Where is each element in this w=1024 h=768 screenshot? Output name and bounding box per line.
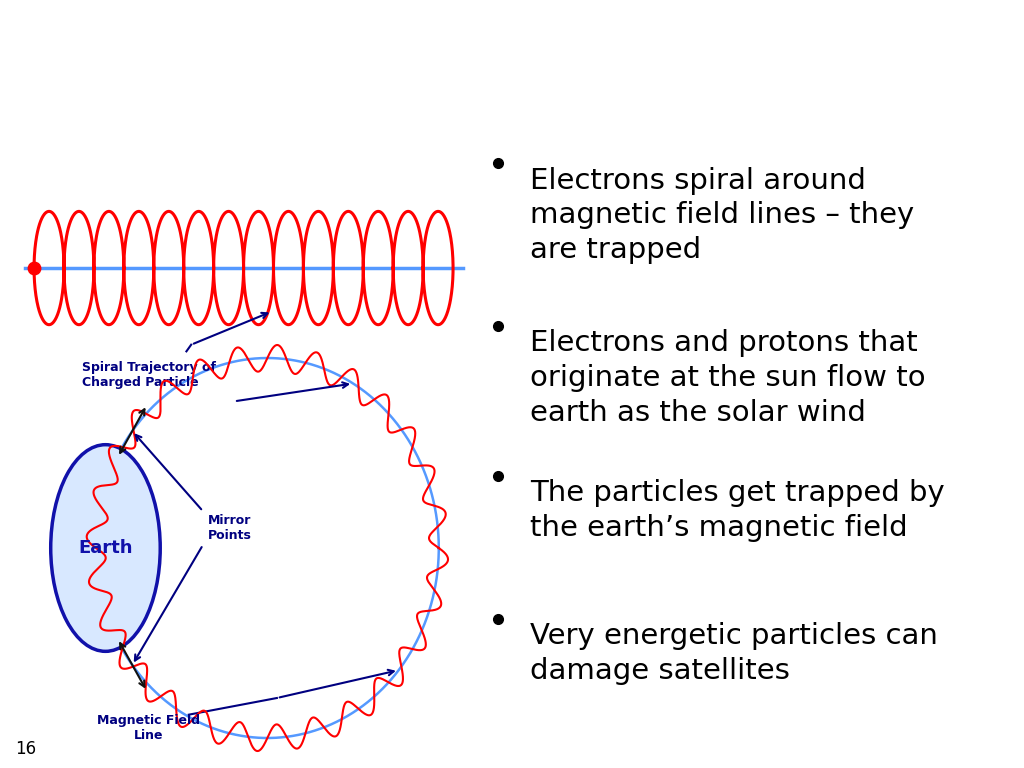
Text: Spiral Trajectory of
Charged Particle: Spiral Trajectory of Charged Particle — [82, 362, 216, 389]
Text: Magnetic Field
Line: Magnetic Field Line — [97, 714, 200, 742]
Text: Very energetic particles can
damage satellites: Very energetic particles can damage sate… — [530, 622, 938, 685]
Text: Earth: Earth — [78, 539, 133, 557]
Text: Mirror
Points: Mirror Points — [208, 514, 252, 542]
Text: The particles get trapped by
the earth’s magnetic field: The particles get trapped by the earth’s… — [530, 479, 945, 541]
Text: Electrons spiral around
magnetic field lines – they
are trapped: Electrons spiral around magnetic field l… — [530, 167, 914, 263]
Ellipse shape — [51, 445, 160, 651]
Text: Electrons and protons that
originate at the sun flow to
earth as the solar wind: Electrons and protons that originate at … — [530, 329, 926, 426]
Text: Charges stay on magnetic field lines: Charges stay on magnetic field lines — [26, 28, 889, 73]
Text: 16: 16 — [15, 740, 36, 758]
